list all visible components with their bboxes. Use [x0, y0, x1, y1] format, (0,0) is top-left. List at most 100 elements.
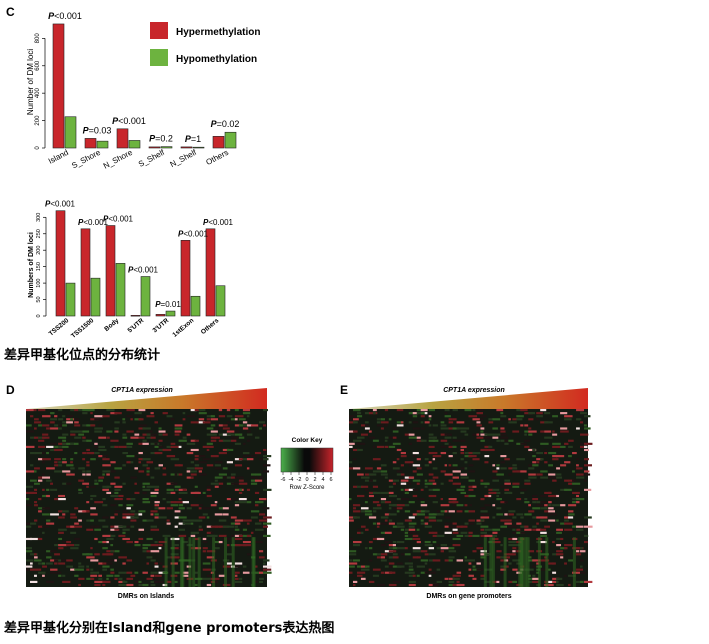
bottom-bar-hypo	[190, 295, 201, 317]
bottom-bar-hypo	[90, 277, 101, 317]
bottom-y-tick-label: 100	[36, 279, 42, 288]
color-key-bar	[280, 447, 334, 473]
bottom-bar-hypo	[140, 276, 151, 317]
top-category-label: Others	[205, 148, 230, 167]
bottom-pvalue-label: P<0.001	[178, 229, 209, 238]
bottom-bar-chart: Numbers of DM loci 0 50 100 150 200 250 300 TS…	[28, 200, 234, 340]
legend-hyper-label: Hypermethylation	[176, 27, 260, 38]
top-y-tick-label: 0	[35, 146, 41, 150]
panel-d-label: D	[6, 383, 15, 397]
bottom-bar-hyper	[180, 240, 191, 317]
heatmap-d-xlabel: DMRs on Islands	[118, 593, 175, 600]
legend-hypo-swatch	[150, 49, 168, 66]
bottom-pvalue-labels: P<0.001P<0.001P<0.001P<0.001P=0.01P<0.00…	[45, 200, 234, 309]
top-category-labels: Island S_Shore N_Shore S_Shelf N_Shelf Others	[47, 147, 230, 170]
bottom-bar-hypo	[115, 263, 126, 317]
bottom-category-labels: TSS200 TSS1500 Body 5'UTR 3'UTR 1stExon Others	[48, 317, 221, 340]
top-bar-hyper	[84, 138, 97, 149]
bottom-bar-hypo	[165, 310, 176, 317]
bottom-pvalue-label: P<0.001	[78, 218, 109, 227]
top-pvalue-label: P<0.001	[112, 116, 146, 126]
bottom-bar-hyper	[155, 314, 166, 317]
color-key-tick-label: -4	[289, 477, 294, 483]
top-bar-hypo	[96, 140, 109, 149]
legend-hyper-swatch	[150, 22, 168, 39]
panel-c-label: C	[6, 5, 15, 19]
color-key: Color Key -6 -4 -2 0 2 4 6 Row Z-Score	[280, 437, 334, 491]
bottom-pvalue-label: P<0.001	[103, 215, 134, 224]
heatmap-d	[26, 409, 272, 587]
top-bar-hyper	[148, 146, 161, 149]
bottom-pvalue-label: P=0.01	[155, 300, 181, 309]
bottom-y-tick-label: 250	[36, 229, 42, 238]
heatmap-e-gradient-triangle	[349, 388, 588, 409]
color-key-label: Row Z-Score	[289, 485, 325, 491]
top-pvalue-label: P=0.02	[211, 119, 240, 129]
top-bar-hypo	[128, 140, 141, 149]
top-bar-hyper	[212, 136, 225, 149]
legend-hypo-label: Hypomethylation	[176, 54, 257, 65]
color-key-title: Color Key	[292, 437, 323, 444]
bottom-category-label: 3'UTR	[152, 317, 171, 334]
color-key-tick-label: 4	[321, 477, 324, 483]
top-y-tick-label: 600	[35, 60, 41, 71]
bottom-bar-hyper	[80, 228, 91, 317]
bottom-bar-hyper	[55, 210, 66, 317]
top-pvalue-label: P=1	[185, 134, 201, 144]
top-pvalue-label: P=0.2	[149, 134, 173, 144]
bottom-pvalue-label: P<0.001	[203, 218, 234, 227]
bottom-bar-hyper	[205, 228, 216, 317]
color-key-ticks: -6 -4 -2 0 2 4 6	[281, 472, 333, 483]
top-y-tick-label: 400	[35, 88, 41, 99]
bottom-y-tick-label: 0	[36, 314, 42, 317]
top-bar-hypo	[224, 131, 237, 149]
top-pvalue-label: P<0.001	[48, 11, 82, 21]
legend: Hypermethylation Hypomethylation	[150, 22, 260, 66]
color-key-tick-label: -6	[281, 477, 286, 483]
top-category-label: S_Shore	[70, 148, 102, 171]
top-y-tick-label: 200	[35, 115, 41, 126]
top-category-label: N_Shelf	[169, 147, 199, 169]
color-key-tick-label: -2	[297, 477, 302, 483]
bottom-y-axis-label: Numbers of DM loci	[28, 232, 35, 298]
top-bar-hypo	[64, 116, 77, 149]
top-bar-hypo	[192, 146, 205, 149]
caption-distribution: 差异甲基化位点的分布统计	[4, 348, 161, 363]
color-key-tick-label: 6	[329, 477, 332, 483]
top-y-axis: 0 200 400 600 800	[35, 33, 46, 150]
bottom-pvalue-label: P<0.001	[45, 200, 76, 209]
bottom-y-tick-label: 200	[36, 246, 42, 255]
bottom-y-tick-label: 150	[36, 262, 42, 271]
bottom-category-label: Others	[200, 317, 221, 336]
top-category-label: Island	[47, 148, 70, 166]
bottom-y-axis: 0 50 100 150 200 250 300	[36, 213, 47, 318]
top-y-axis-label: Number of DM loci	[26, 49, 35, 115]
bottom-category-label: 5'UTR	[127, 317, 146, 334]
color-key-tick-label: 0	[305, 477, 308, 483]
top-category-label: S_Shelf	[137, 147, 167, 168]
bottom-bar-hyper	[105, 225, 116, 317]
bottom-category-label: 1stExon	[171, 317, 195, 339]
bottom-category-label: TSS200	[48, 317, 71, 338]
bottom-bars	[55, 210, 226, 317]
top-bars	[52, 23, 237, 149]
bottom-category-label: TSS1500	[70, 317, 96, 340]
panel-e-label: E	[340, 383, 348, 397]
bottom-y-tick-label: 50	[36, 296, 42, 302]
top-bar-hypo	[160, 146, 173, 149]
bottom-category-label: Body	[103, 317, 120, 333]
heatmap-d-title: CPT1A expression	[111, 387, 173, 394]
top-bar-hyper	[116, 128, 129, 149]
color-key-tick-label: 2	[313, 477, 316, 483]
top-bar-hyper	[52, 23, 65, 149]
heatmap-e-title: CPT1A expression	[443, 387, 505, 394]
top-category-label: N_Shore	[102, 148, 135, 171]
bottom-bar-hypo	[215, 285, 226, 317]
heatmap-d-gradient-triangle	[26, 388, 267, 409]
caption-heatmaps: 差异甲基化分别在Island和gene promoters表达热图	[4, 621, 335, 636]
bottom-bar-hypo	[65, 282, 76, 317]
heatmap-e-xlabel: DMRs on gene promoters	[426, 593, 511, 600]
